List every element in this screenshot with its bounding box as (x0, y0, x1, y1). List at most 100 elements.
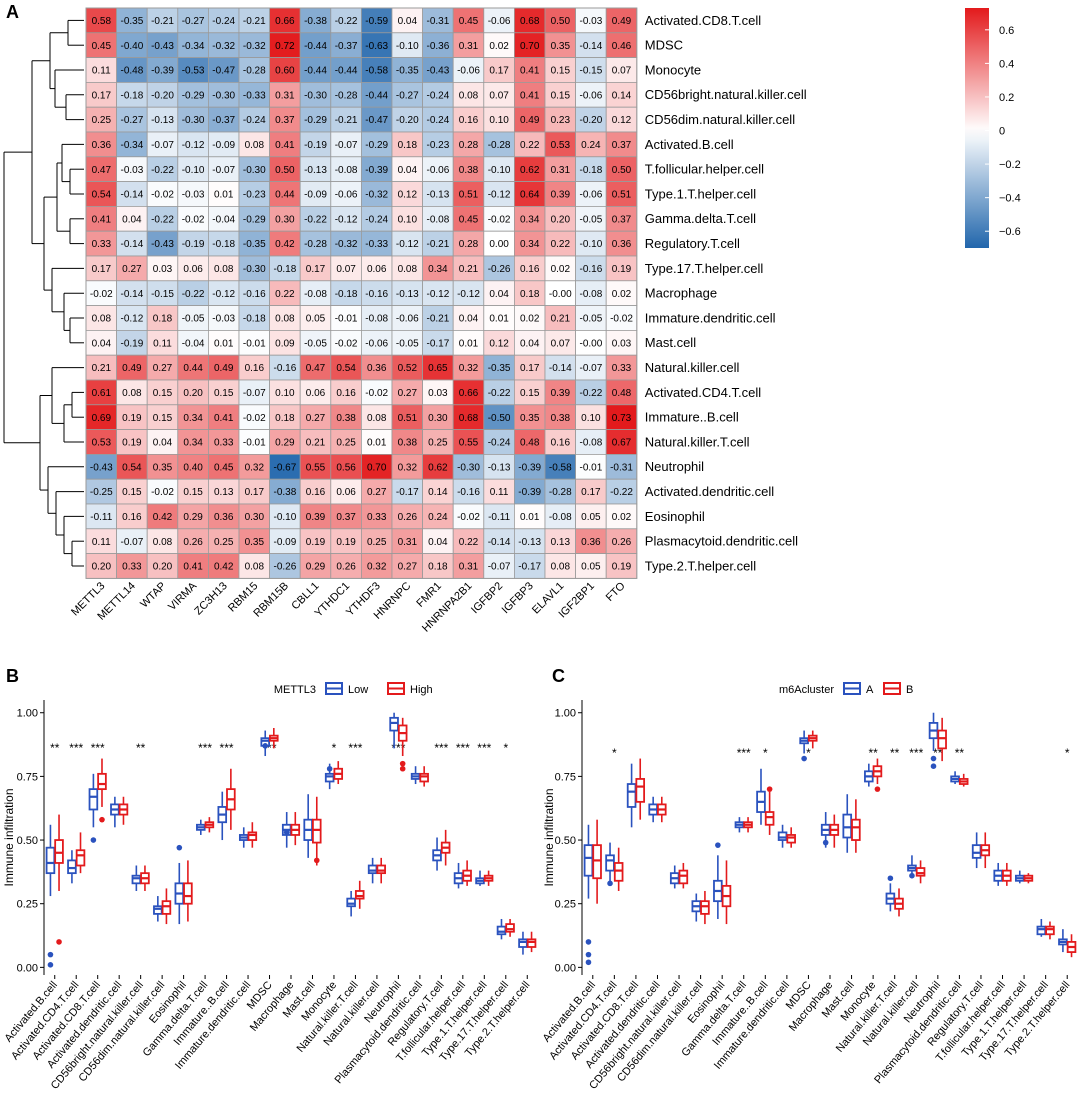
heatmap-cell-value: -0.19 (121, 338, 144, 349)
heatmap-cell-value: 0.62 (428, 462, 448, 473)
box-high (419, 766, 429, 787)
heatmap-cell-value: -0.16 (457, 487, 480, 498)
box-body (678, 869, 689, 885)
heatmap-cell (360, 57, 393, 83)
heatmap-cell (85, 205, 118, 232)
heatmap-cell (360, 305, 393, 331)
heatmap-cell-value: 0.35 (520, 413, 540, 424)
heatmap-cell (299, 354, 332, 381)
heatmap-cell-value: -0.09 (212, 140, 235, 151)
outlier-point (56, 939, 62, 945)
heatmap-cell (575, 181, 607, 207)
heatmap-cell-value: 0.01 (214, 190, 234, 201)
heatmap-cell (238, 305, 271, 331)
heatmap-cell-value: 0.73 (612, 413, 632, 424)
heatmap-cell-value: 0.44 (183, 363, 203, 374)
box-a (691, 893, 702, 922)
heatmap-cell-value: 0.51 (459, 190, 479, 201)
heatmap-cell-value: 0.22 (551, 239, 571, 250)
heatmap-cell-value: -0.22 (335, 16, 358, 27)
heatmap-cell-value: 0.06 (336, 487, 356, 498)
heatmap-cell (483, 354, 515, 381)
outlier-point (715, 842, 721, 848)
y-tick-label: 0.50 (555, 835, 576, 847)
heatmap-cell (483, 404, 515, 430)
box-body (915, 867, 926, 877)
heatmap-cell (452, 57, 485, 83)
box-b (958, 773, 969, 787)
heatmap-cell (544, 7, 577, 34)
heatmap-cell-value: -0.05 (580, 314, 603, 325)
heatmap-cell-value: 0.08 (245, 140, 265, 151)
box-body (592, 844, 602, 880)
heatmap-cell (391, 205, 424, 232)
heatmap-cell-value: 0.39 (306, 512, 326, 523)
heatmap-cell-value: 0.32 (367, 562, 387, 573)
heatmap-cell-value: 0.29 (275, 438, 295, 449)
heatmap-cell-value: -0.47 (212, 66, 235, 77)
heatmap-cell-value: -0.26 (488, 264, 511, 275)
colorbar-tick-label: −0.4 (999, 193, 1021, 205)
heatmap-cell-value: -0.05 (304, 338, 327, 349)
heatmap-cell-value: -0.28 (335, 90, 358, 101)
heatmap-cell (116, 255, 148, 282)
heatmap-cell (330, 255, 362, 282)
legend-label: A (866, 684, 874, 696)
heatmap-cell-value: -0.02 (365, 388, 388, 399)
heatmap-cell (238, 106, 271, 133)
significance-label: * (1065, 746, 1070, 760)
outlier-point (585, 959, 592, 966)
heatmap-cell-value: -0.10 (274, 512, 297, 523)
heatmap-cell (146, 329, 179, 356)
heatmap-cell-value: -0.43 (151, 239, 174, 250)
heatmap-cell-value: 0.36 (367, 363, 387, 374)
heatmap-cell (605, 7, 638, 34)
heatmap-cell-value: 0.34 (520, 239, 540, 250)
heatmap-cell (391, 255, 424, 282)
legend-label: Low (348, 684, 368, 696)
heatmap-cell (544, 106, 577, 133)
significance-label: *** (220, 741, 234, 755)
heatmap-cell-value: 0.44 (275, 190, 295, 201)
heatmap-cell (269, 82, 301, 108)
y-tick-label: 0.50 (17, 835, 38, 847)
heatmap-cell-value: -0.59 (365, 16, 388, 27)
heatmap-cell-value: 0.08 (551, 562, 571, 573)
y-axis-title: Immune infiltration (2, 788, 16, 886)
box-high (161, 888, 172, 925)
colorbar-tick-label: −0.6 (999, 226, 1021, 238)
heatmap-cell-value: -0.28 (549, 487, 572, 498)
y-tick-label: 0.00 (555, 962, 576, 974)
outlier-point (909, 872, 915, 879)
heatmap-cell (514, 131, 546, 158)
heatmap-cell-value: -0.20 (396, 115, 419, 126)
outlier-point (47, 962, 54, 968)
box-body (161, 900, 172, 915)
y-tick-label: 0.25 (17, 899, 38, 911)
heatmap-cell-value: 0.65 (428, 363, 448, 374)
box-body (777, 831, 788, 841)
box-low (518, 931, 528, 955)
box-b (851, 799, 861, 853)
heatmap-cell (330, 503, 362, 530)
heatmap-cell-value: -0.37 (335, 41, 358, 52)
box-high (269, 728, 279, 749)
heatmap-cell-value: 0.26 (398, 512, 418, 523)
box-low (196, 819, 206, 835)
outlier-point (874, 786, 881, 792)
heatmap-cell-value: 0.01 (367, 438, 387, 449)
heatmap-cell-value: 0.15 (153, 388, 173, 399)
heatmap-cell-value: 0.30 (275, 214, 295, 225)
heatmap-cell-value: -0.02 (182, 214, 205, 225)
heatmap-cell (330, 32, 362, 58)
outlier-point (262, 743, 269, 749)
panel-b-label: B (6, 666, 19, 686)
box-a (928, 712, 939, 770)
heatmap-cell-value: 0.04 (428, 537, 448, 548)
heatmap-cell-value: -0.44 (304, 66, 327, 77)
heatmap-cell-value: 0.27 (122, 264, 142, 275)
heatmap-cell-value: -0.37 (212, 115, 235, 126)
heatmap-cell-value: -0.30 (243, 165, 266, 176)
heatmap-cell-value: 0.16 (520, 264, 540, 275)
heatmap-cell-value: 0.11 (92, 66, 111, 77)
